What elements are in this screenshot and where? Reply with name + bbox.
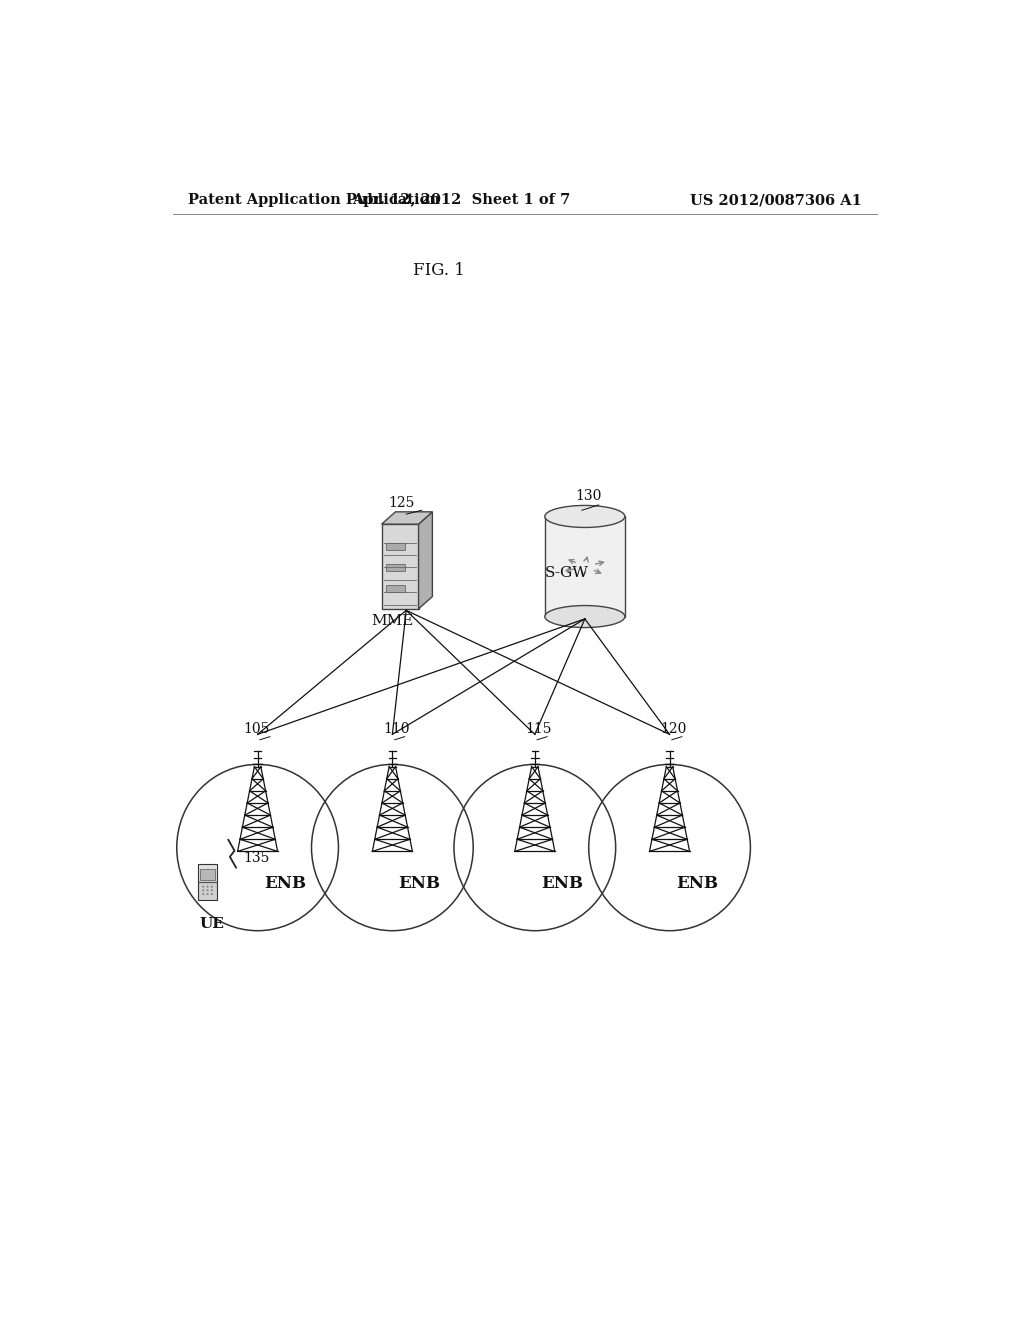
Polygon shape: [198, 865, 217, 882]
Circle shape: [202, 890, 205, 891]
Polygon shape: [419, 512, 432, 609]
Text: ENB: ENB: [676, 875, 718, 891]
Polygon shape: [545, 516, 625, 616]
Circle shape: [211, 890, 213, 891]
Text: ENB: ENB: [264, 875, 306, 891]
Polygon shape: [386, 543, 404, 549]
Text: 110: 110: [383, 722, 410, 737]
Text: 120: 120: [660, 722, 687, 737]
Circle shape: [211, 892, 213, 895]
Circle shape: [207, 892, 209, 895]
Ellipse shape: [545, 606, 625, 627]
Text: MME: MME: [371, 614, 413, 628]
Text: Apr. 12, 2012  Sheet 1 of 7: Apr. 12, 2012 Sheet 1 of 7: [352, 193, 570, 207]
Polygon shape: [382, 524, 419, 609]
Circle shape: [202, 892, 205, 895]
Polygon shape: [386, 585, 404, 591]
Text: UE: UE: [200, 917, 224, 931]
FancyBboxPatch shape: [200, 869, 215, 880]
Text: 130: 130: [575, 490, 602, 503]
Ellipse shape: [545, 506, 625, 528]
Polygon shape: [386, 564, 404, 570]
Text: FIG. 1: FIG. 1: [413, 263, 465, 280]
Text: 125: 125: [388, 495, 415, 510]
Circle shape: [207, 886, 209, 888]
Text: 105: 105: [244, 722, 270, 737]
Text: Patent Application Publication: Patent Application Publication: [188, 193, 440, 207]
Circle shape: [211, 886, 213, 888]
Text: US 2012/0087306 A1: US 2012/0087306 A1: [690, 193, 862, 207]
Text: ENB: ENB: [398, 875, 440, 891]
Text: 135: 135: [244, 851, 270, 866]
Polygon shape: [382, 512, 432, 524]
Text: 115: 115: [525, 722, 552, 737]
Circle shape: [202, 886, 205, 888]
Polygon shape: [198, 882, 217, 900]
Text: ENB: ENB: [541, 875, 583, 891]
Circle shape: [207, 890, 209, 891]
Text: S-GW: S-GW: [545, 566, 589, 579]
